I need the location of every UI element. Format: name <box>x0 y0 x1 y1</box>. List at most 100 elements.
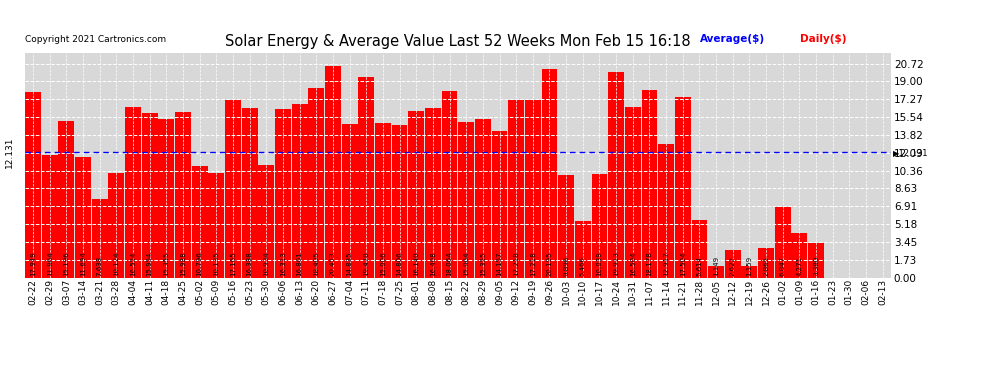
Text: 17.218: 17.218 <box>530 251 536 276</box>
Text: 19.470: 19.470 <box>363 251 369 276</box>
Text: 20.195: 20.195 <box>546 252 552 276</box>
Text: 6.847: 6.847 <box>780 256 786 276</box>
Bar <box>142 113 157 278</box>
Text: 12.917: 12.917 <box>663 251 669 276</box>
Bar <box>92 199 108 278</box>
Text: 15.954: 15.954 <box>147 252 152 276</box>
Text: 20.453: 20.453 <box>330 252 336 276</box>
Bar <box>242 108 257 278</box>
Text: 17.949: 17.949 <box>30 251 36 276</box>
Bar <box>558 176 574 278</box>
Bar <box>608 72 624 278</box>
Text: 10.796: 10.796 <box>197 251 203 276</box>
Text: 18.405: 18.405 <box>313 252 320 276</box>
Text: 10.039: 10.039 <box>596 251 603 276</box>
Bar <box>442 91 457 278</box>
Bar <box>625 107 641 278</box>
Text: 16.408: 16.408 <box>430 251 436 276</box>
Text: 16.554: 16.554 <box>130 252 136 276</box>
Bar <box>42 155 57 278</box>
Bar <box>758 248 774 278</box>
Text: 15.355: 15.355 <box>480 252 486 276</box>
Bar <box>109 173 125 278</box>
Text: Average($): Average($) <box>701 33 765 44</box>
Bar <box>492 131 508 278</box>
Text: 14.157: 14.157 <box>497 252 503 276</box>
Text: 5.614: 5.614 <box>696 256 703 276</box>
Title: Solar Energy & Average Value Last 52 Weeks Mon Feb 15 16:18: Solar Energy & Average Value Last 52 Wee… <box>225 33 691 48</box>
Bar <box>258 165 274 278</box>
Text: 10.124: 10.124 <box>114 252 120 276</box>
Bar <box>592 174 608 278</box>
Text: 18.178: 18.178 <box>646 251 652 276</box>
Bar <box>392 124 408 278</box>
Bar <box>58 121 74 278</box>
Bar <box>425 108 441 278</box>
Bar <box>225 100 241 278</box>
Text: 11.694: 11.694 <box>80 251 86 276</box>
Text: 9.896: 9.896 <box>563 256 569 276</box>
Bar <box>25 92 41 278</box>
Bar <box>408 111 424 278</box>
Text: 16.140: 16.140 <box>413 251 419 276</box>
Text: 17.504: 17.504 <box>680 252 686 276</box>
Text: 1.159: 1.159 <box>746 256 752 276</box>
Bar <box>75 157 91 278</box>
Text: 16.504: 16.504 <box>630 252 636 276</box>
Bar <box>808 243 824 278</box>
Text: 16.313: 16.313 <box>280 251 286 276</box>
Bar <box>209 173 225 278</box>
Text: 5.466: 5.466 <box>580 256 586 276</box>
Bar <box>691 219 707 278</box>
Bar <box>542 69 557 278</box>
Bar <box>575 221 591 278</box>
Bar <box>475 119 491 278</box>
Bar <box>458 122 474 278</box>
Bar <box>675 97 691 278</box>
Text: 15.355: 15.355 <box>163 252 169 276</box>
Text: 15.064: 15.064 <box>463 252 469 276</box>
Text: 14.835: 14.835 <box>346 252 352 276</box>
Text: 7.638: 7.638 <box>97 256 103 276</box>
Bar <box>125 106 141 278</box>
Bar <box>192 166 208 278</box>
Bar <box>375 123 391 278</box>
Bar <box>791 233 807 278</box>
Text: 11.864: 11.864 <box>47 251 52 276</box>
Text: 15.196: 15.196 <box>63 251 69 276</box>
Text: 1.149: 1.149 <box>713 256 719 276</box>
Text: 4.271: 4.271 <box>796 256 802 276</box>
Text: 18.064: 18.064 <box>446 251 452 276</box>
Bar <box>358 76 374 278</box>
Text: 14.806: 14.806 <box>397 251 403 276</box>
Bar <box>658 144 674 278</box>
Text: ▶12.131: ▶12.131 <box>893 148 929 157</box>
Text: 19.913: 19.913 <box>613 251 619 276</box>
Bar <box>342 124 357 278</box>
Text: Daily($): Daily($) <box>800 33 846 44</box>
Text: 16.801: 16.801 <box>297 251 303 276</box>
Text: 17.218: 17.218 <box>513 251 519 276</box>
Bar <box>308 87 324 278</box>
Text: 2.622: 2.622 <box>730 256 736 276</box>
Text: 3.380: 3.380 <box>813 256 819 276</box>
Text: 16.388: 16.388 <box>247 251 252 276</box>
Bar <box>708 266 724 278</box>
Bar <box>525 100 541 278</box>
Bar <box>325 66 341 278</box>
Bar <box>175 112 191 278</box>
Text: 17.165: 17.165 <box>230 251 236 276</box>
Text: Copyright 2021 Cartronics.com: Copyright 2021 Cartronics.com <box>25 34 166 44</box>
Bar <box>158 119 174 278</box>
Text: 12.131: 12.131 <box>5 136 14 168</box>
Bar <box>508 100 524 278</box>
Text: 2.865: 2.865 <box>763 256 769 276</box>
Text: 10.135: 10.135 <box>213 251 220 276</box>
Bar <box>725 251 741 278</box>
Text: 15.988: 15.988 <box>180 251 186 276</box>
Bar <box>742 266 757 278</box>
Text: 10.934: 10.934 <box>263 251 269 276</box>
Bar <box>775 207 791 278</box>
Bar <box>275 109 291 278</box>
Bar <box>292 104 308 278</box>
